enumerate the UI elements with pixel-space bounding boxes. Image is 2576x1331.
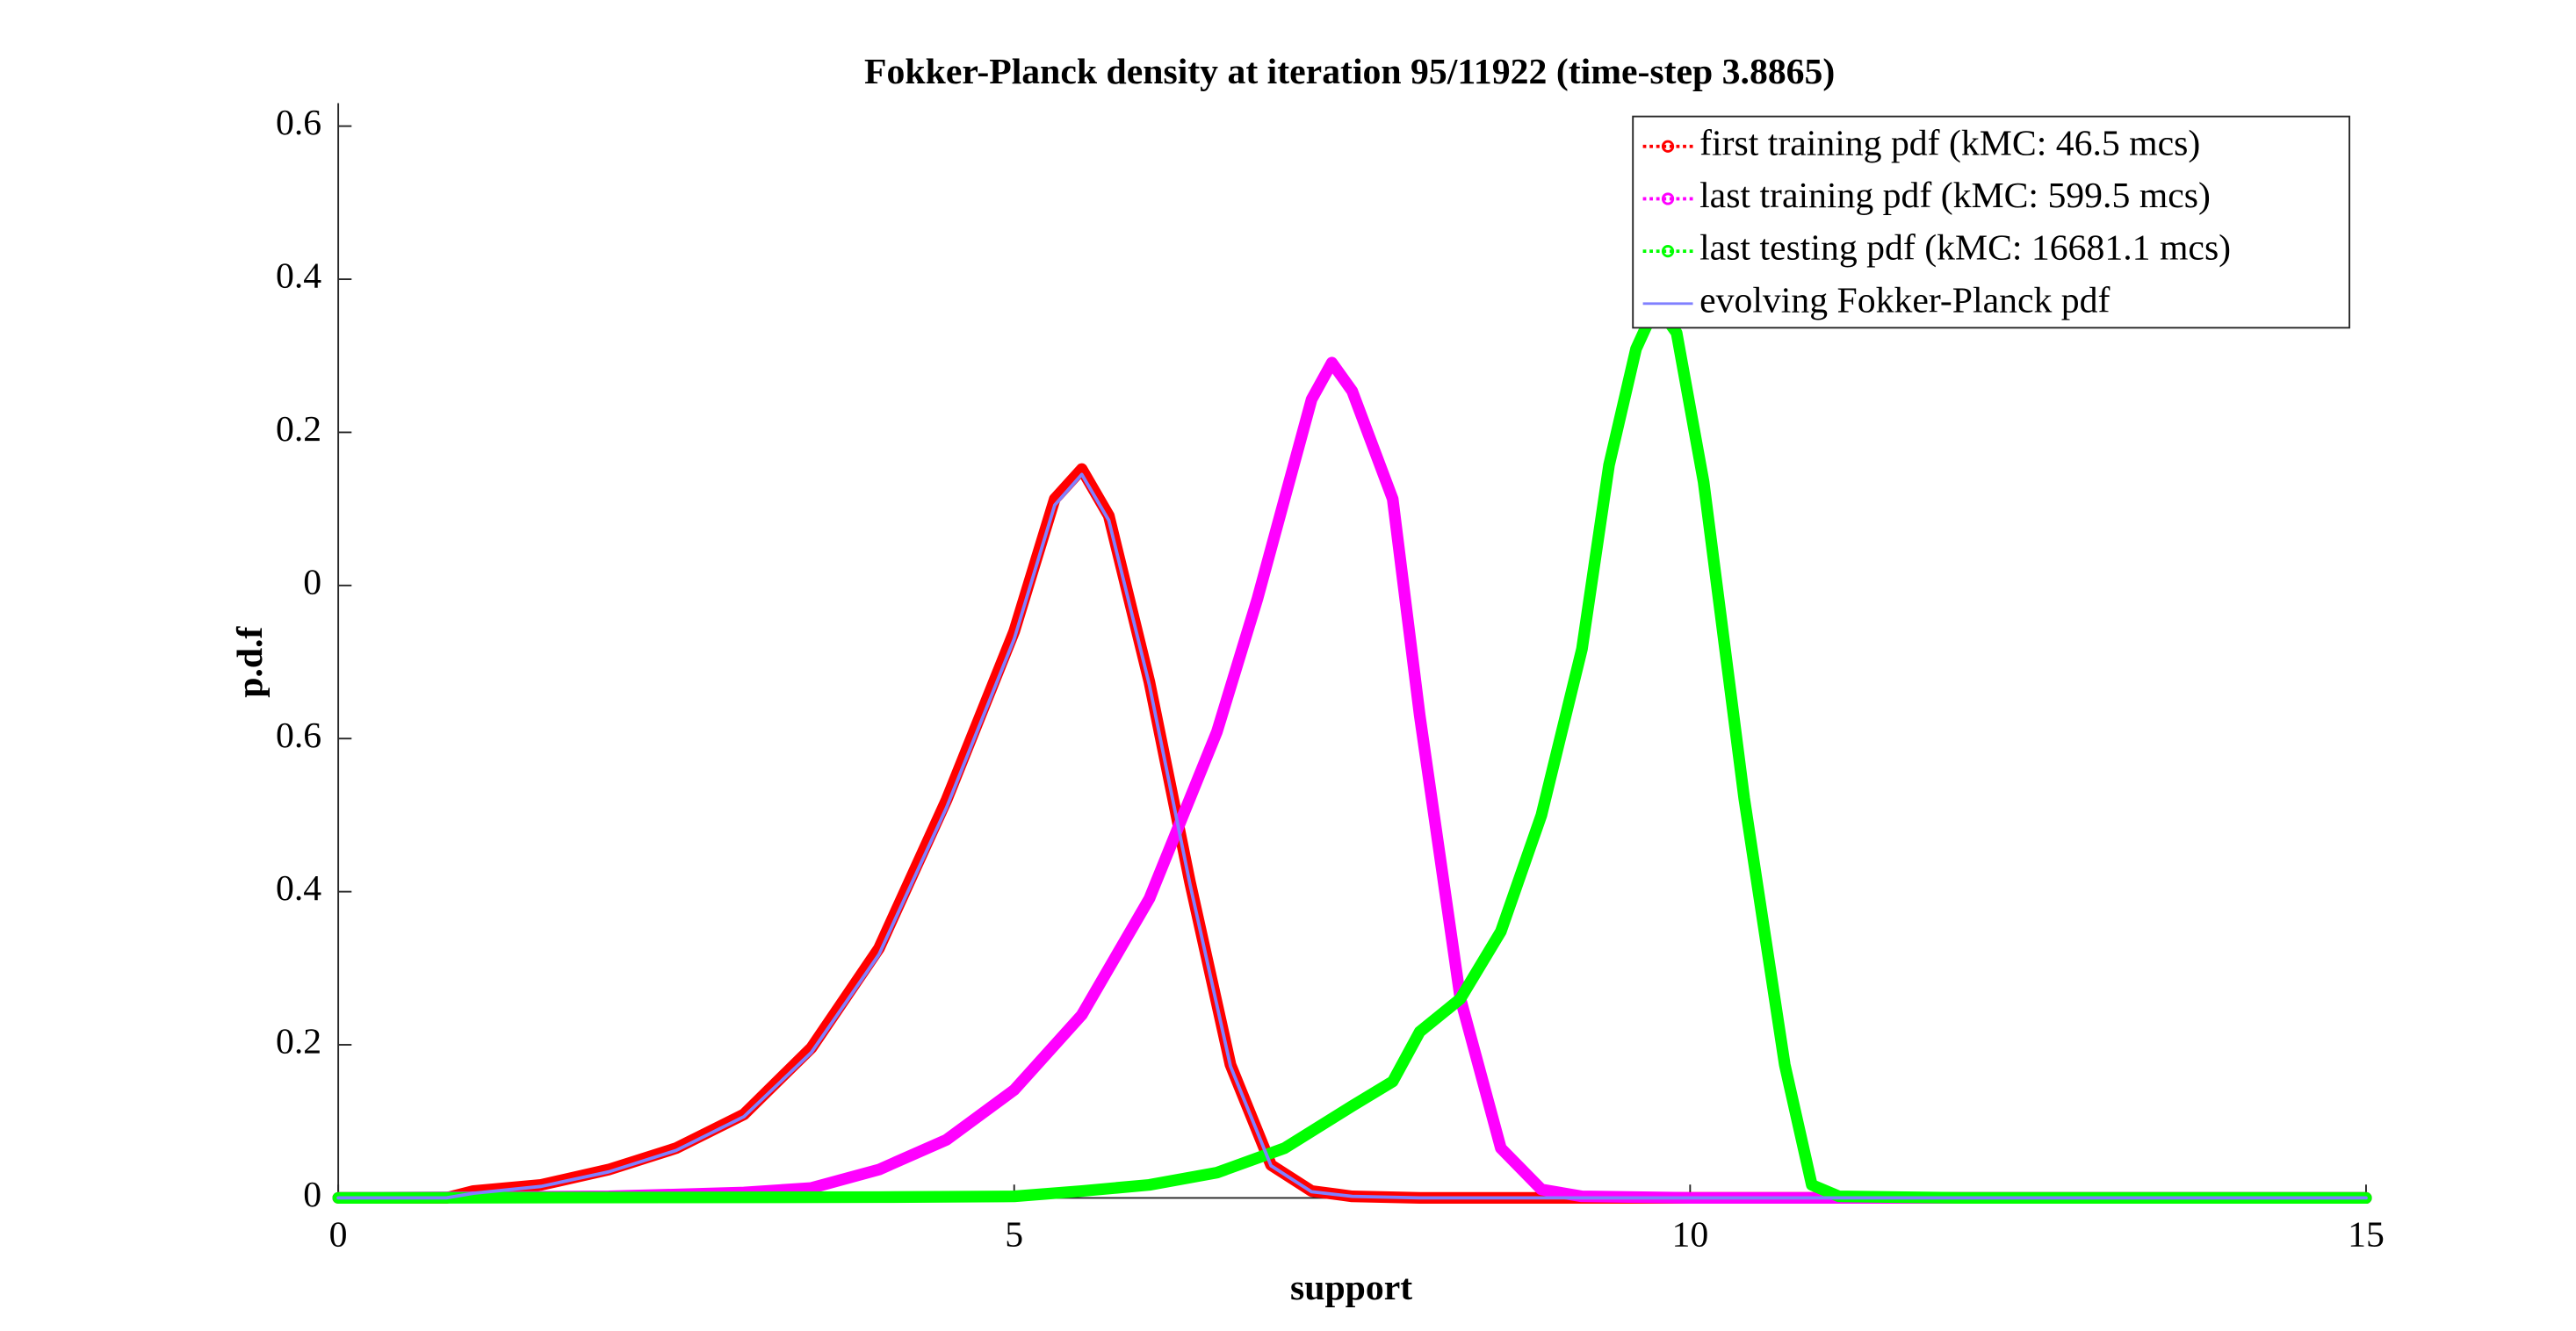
legend-label: last training pdf (kMC: 599.5 mcs) <box>1699 176 2211 216</box>
y-tick-label: 0.6 <box>276 103 321 143</box>
series-line <box>336 472 2368 1200</box>
chart-title: Fokker-Planck density at iteration 95/11… <box>864 52 1835 92</box>
y-tick-label: 0 <box>303 562 321 602</box>
legend-label: first training pdf (kMC: 46.5 mcs) <box>1699 123 2200 163</box>
series-line <box>332 463 2372 1205</box>
legend-label: evolving Fokker-Planck pdf <box>1699 280 2110 320</box>
legend-label: last testing pdf (kMC: 16681.1 mcs) <box>1699 228 2231 269</box>
x-tick-label: 0 <box>329 1214 348 1255</box>
y-tick-label: 0.2 <box>276 409 321 450</box>
series-line <box>332 299 2372 1205</box>
legend-box <box>1632 115 2350 329</box>
legend-marker <box>1661 140 1675 153</box>
y-tick-label: 0.6 <box>276 716 321 756</box>
y-tick-label: 0.2 <box>276 1022 321 1062</box>
y-tick-label: 0.4 <box>276 256 321 297</box>
legend-marker <box>1661 192 1675 205</box>
y-tick-label: 0 <box>303 1175 321 1215</box>
x-tick-label: 15 <box>2348 1214 2385 1255</box>
series-line <box>332 356 2372 1205</box>
legend-marker <box>1661 245 1675 258</box>
x-tick-label: 10 <box>1671 1214 1708 1255</box>
x-tick-label: 5 <box>1005 1214 1023 1255</box>
y-axis-label: p.d.f <box>230 626 271 698</box>
y-tick-label: 0.4 <box>276 868 321 909</box>
x-axis-label: support <box>1290 1268 1412 1308</box>
